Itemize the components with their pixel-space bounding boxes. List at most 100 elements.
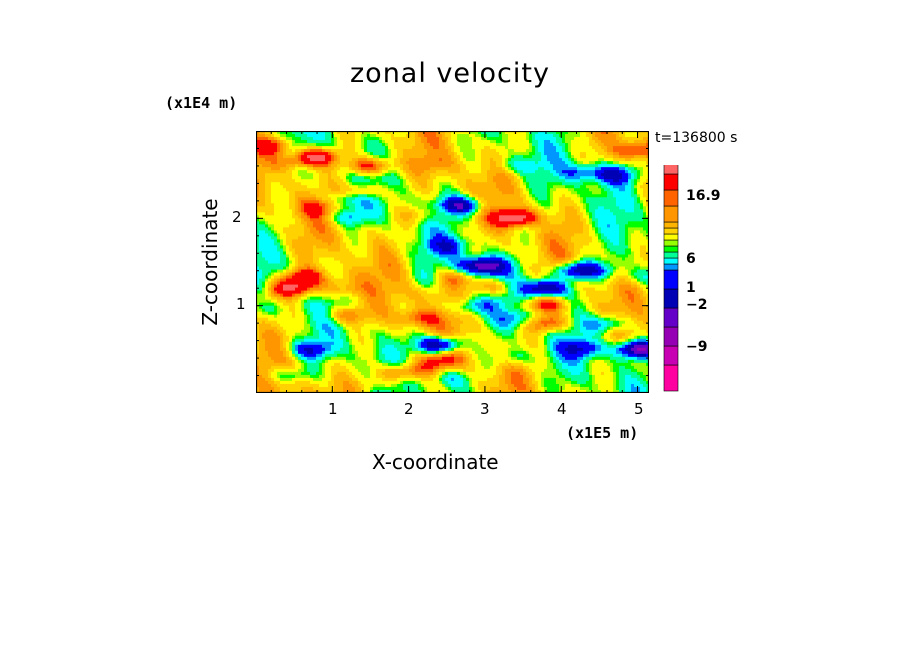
contour-cell: [385, 365, 389, 370]
contour-cell: [292, 242, 296, 247]
contour-cell: [331, 353, 335, 358]
contour-cell: [334, 173, 338, 177]
contour-cell: [310, 308, 314, 313]
contour-cell: [382, 191, 386, 195]
contour-cell: [358, 338, 362, 343]
contour-cell: [274, 218, 278, 222]
contour-cell: [397, 320, 401, 325]
contour-cell: [376, 275, 380, 280]
contour-cell: [328, 221, 332, 225]
contour-cell: [394, 323, 398, 328]
contour-cell: [382, 155, 386, 159]
contour-cell: [343, 191, 347, 195]
contour-cell: [298, 215, 302, 219]
contour-cell: [400, 251, 404, 256]
contour-cell: [400, 209, 404, 213]
contour-cell: [355, 344, 359, 349]
contour-cell: [304, 302, 308, 307]
contour-cell: [256, 257, 260, 262]
contour-cell: [265, 263, 269, 268]
contour-cell: [271, 383, 275, 388]
contour-cell: [331, 209, 335, 213]
contour-cell: [265, 344, 269, 349]
contour-cell: [307, 278, 311, 283]
contour-cell: [349, 377, 353, 382]
contour-cell: [322, 227, 326, 231]
contour-cell: [367, 266, 371, 271]
contour-cell: [394, 146, 398, 150]
contour-cell: [373, 389, 377, 393]
contour-cell: [268, 242, 272, 247]
contour-cell: [259, 233, 263, 237]
contour-cell: [370, 365, 374, 370]
contour-cell: [319, 143, 323, 147]
contour-cell: [355, 173, 359, 177]
contour-cell: [370, 176, 374, 180]
contour-cell: [259, 242, 263, 247]
contour-cell: [271, 233, 275, 237]
contour-cell: [262, 380, 266, 385]
contour-cell: [265, 287, 269, 292]
contour-cell: [316, 254, 320, 259]
contour-cell: [310, 230, 314, 234]
contour-cell: [364, 290, 368, 295]
contour-cell: [280, 215, 284, 219]
contour-cell: [259, 260, 263, 265]
contour-cell: [343, 149, 347, 153]
contour-cell: [331, 281, 335, 286]
contour-cell: [301, 296, 305, 301]
contour-cell: [346, 368, 350, 373]
contour-cell: [319, 281, 323, 286]
contour-cell: [301, 284, 305, 289]
contour-cell: [394, 383, 398, 388]
contour-cell: [373, 149, 377, 153]
contour-cell: [313, 188, 317, 192]
contour-cell: [352, 254, 356, 259]
contour-cell: [328, 323, 332, 328]
contour-cell: [262, 278, 266, 283]
contour-cell: [319, 191, 323, 195]
contour-cell: [313, 299, 317, 304]
contour-cell: [292, 359, 296, 364]
contour-cell: [394, 218, 398, 222]
contour-cell: [298, 155, 302, 159]
contour-cell: [355, 368, 359, 373]
contour-cell: [370, 149, 374, 153]
contour-cell: [328, 194, 332, 198]
contour-cell: [307, 203, 311, 207]
contour-cell: [301, 323, 305, 328]
contour-cell: [370, 185, 374, 189]
contour-cell: [382, 269, 386, 274]
contour-cell: [274, 209, 278, 213]
contour-cell: [283, 389, 287, 393]
contour-cell: [373, 329, 377, 334]
contour-cell: [334, 272, 338, 277]
contour-cell: [334, 338, 338, 343]
contour-cell: [382, 299, 386, 304]
contour-cell: [301, 203, 305, 207]
contour-cell: [346, 287, 350, 292]
contour-cell: [325, 281, 329, 286]
contour-cell: [370, 134, 374, 138]
contour-cell: [379, 365, 383, 370]
contour-cell: [337, 242, 341, 247]
contour-cell: [268, 311, 272, 316]
contour-cell: [271, 332, 275, 337]
contour-cell: [346, 215, 350, 219]
contour-cell: [355, 248, 359, 253]
contour-cell: [337, 209, 341, 213]
contour-cell: [397, 287, 401, 292]
contour-cell: [358, 203, 362, 207]
contour-cell: [319, 344, 323, 349]
contour-cell: [322, 206, 326, 210]
contour-cell: [364, 308, 368, 313]
contour-cell: [361, 344, 365, 349]
contour-cell: [280, 359, 284, 364]
contour-cell: [352, 326, 356, 331]
contour-cell: [259, 197, 263, 201]
contour-cell: [358, 218, 362, 222]
contour-cell: [262, 173, 266, 177]
contour-cell: [400, 296, 404, 301]
contour-cell: [358, 161, 362, 165]
contour-cell: [295, 215, 299, 219]
